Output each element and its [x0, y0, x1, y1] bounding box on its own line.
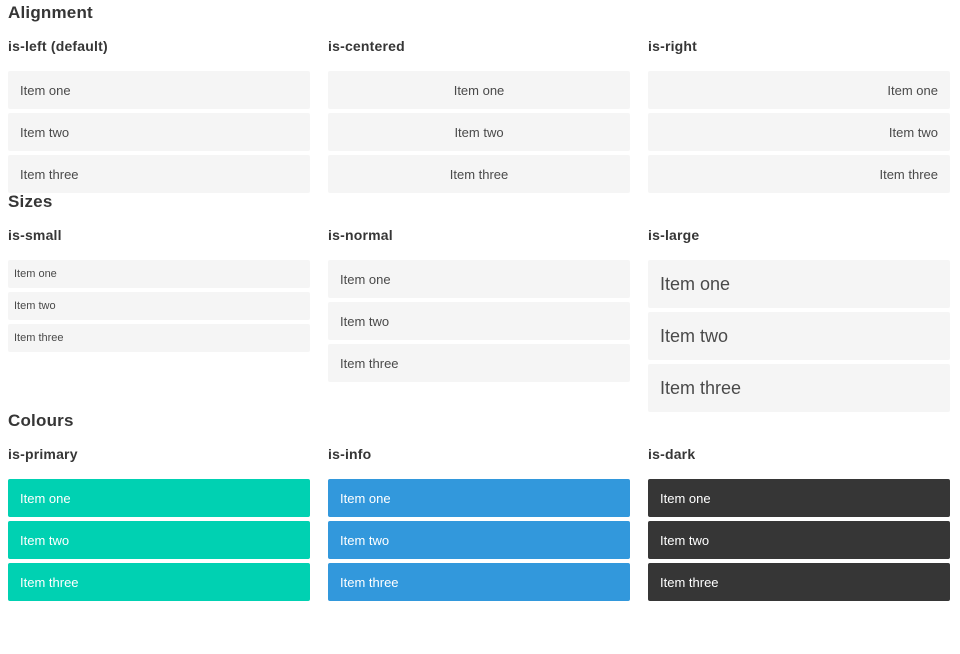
list-item: Item three — [328, 344, 630, 382]
list-item: Item three — [648, 155, 950, 193]
list-item: Item three — [648, 563, 950, 601]
group-label: is-info — [328, 446, 372, 462]
group-is-dark: is-dark Item one Item two Item three — [648, 429, 950, 601]
group-label: is-primary — [8, 446, 78, 462]
colours-group-row: is-primary Item one Item two Item three … — [8, 429, 950, 601]
list-is-dark: Item one Item two Item three — [648, 479, 950, 601]
list-is-large: Item one Item two Item three — [648, 260, 950, 412]
list-item: Item two — [328, 113, 630, 151]
list-item: Item one — [8, 479, 310, 517]
group-label: is-dark — [648, 446, 696, 462]
list-item: Item one — [8, 71, 310, 109]
list-item: Item three — [328, 155, 630, 193]
group-is-primary: is-primary Item one Item two Item three — [8, 429, 310, 601]
sizes-group-row: is-small Item one Item two Item three is… — [8, 210, 950, 412]
section-alignment: Alignment is-left (default) Item one Ite… — [8, 4, 950, 193]
group-label: is-normal — [328, 227, 393, 243]
section-title: Alignment — [8, 3, 93, 22]
group-is-left: is-left (default) Item one Item two Item… — [8, 21, 310, 193]
list-item: Item three — [328, 563, 630, 601]
group-label: is-left (default) — [8, 38, 108, 54]
group-label: is-large — [648, 227, 700, 243]
list-item: Item two — [648, 521, 950, 559]
section-title: Sizes — [8, 192, 53, 211]
list-item: Item two — [8, 292, 310, 320]
list-item: Item three — [8, 563, 310, 601]
list-item: Item two — [8, 113, 310, 151]
list-item: Item two — [648, 312, 950, 360]
list-item: Item one — [328, 71, 630, 109]
list-item: Item two — [648, 113, 950, 151]
group-label: is-small — [8, 227, 62, 243]
list-is-left: Item one Item two Item three — [8, 71, 310, 193]
group-is-large: is-large Item one Item two Item three — [648, 210, 950, 412]
list-item: Item one — [328, 260, 630, 298]
list-item: Item one — [328, 479, 630, 517]
list-item: Item two — [328, 521, 630, 559]
list-is-centered: Item one Item two Item three — [328, 71, 630, 193]
group-label: is-centered — [328, 38, 405, 54]
group-label: is-right — [648, 38, 698, 54]
list-is-normal: Item one Item two Item three — [328, 260, 630, 382]
list-item: Item three — [648, 364, 950, 412]
list-item: Item two — [328, 302, 630, 340]
list-item: Item one — [648, 71, 950, 109]
group-is-right: is-right Item one Item two Item three — [648, 21, 950, 193]
list-item: Item two — [8, 521, 310, 559]
section-sizes: Sizes is-small Item one Item two Item th… — [8, 193, 950, 412]
list-item: Item one — [648, 479, 950, 517]
group-is-centered: is-centered Item one Item two Item three — [328, 21, 630, 193]
list-item: Item three — [8, 324, 310, 352]
list-item: Item one — [8, 260, 310, 288]
section-title: Colours — [8, 411, 74, 430]
group-is-normal: is-normal Item one Item two Item three — [328, 210, 630, 382]
group-is-info: is-info Item one Item two Item three — [328, 429, 630, 601]
list-item: Item three — [8, 155, 310, 193]
section-colours: Colours is-primary Item one Item two Ite… — [8, 412, 950, 601]
page: Alignment is-left (default) Item one Ite… — [8, 4, 950, 601]
alignment-group-row: is-left (default) Item one Item two Item… — [8, 21, 950, 193]
list-item: Item one — [648, 260, 950, 308]
group-is-small: is-small Item one Item two Item three — [8, 210, 310, 352]
list-is-small: Item one Item two Item three — [8, 260, 310, 352]
list-is-primary: Item one Item two Item three — [8, 479, 310, 601]
list-is-right: Item one Item two Item three — [648, 71, 950, 193]
list-is-info: Item one Item two Item three — [328, 479, 630, 601]
